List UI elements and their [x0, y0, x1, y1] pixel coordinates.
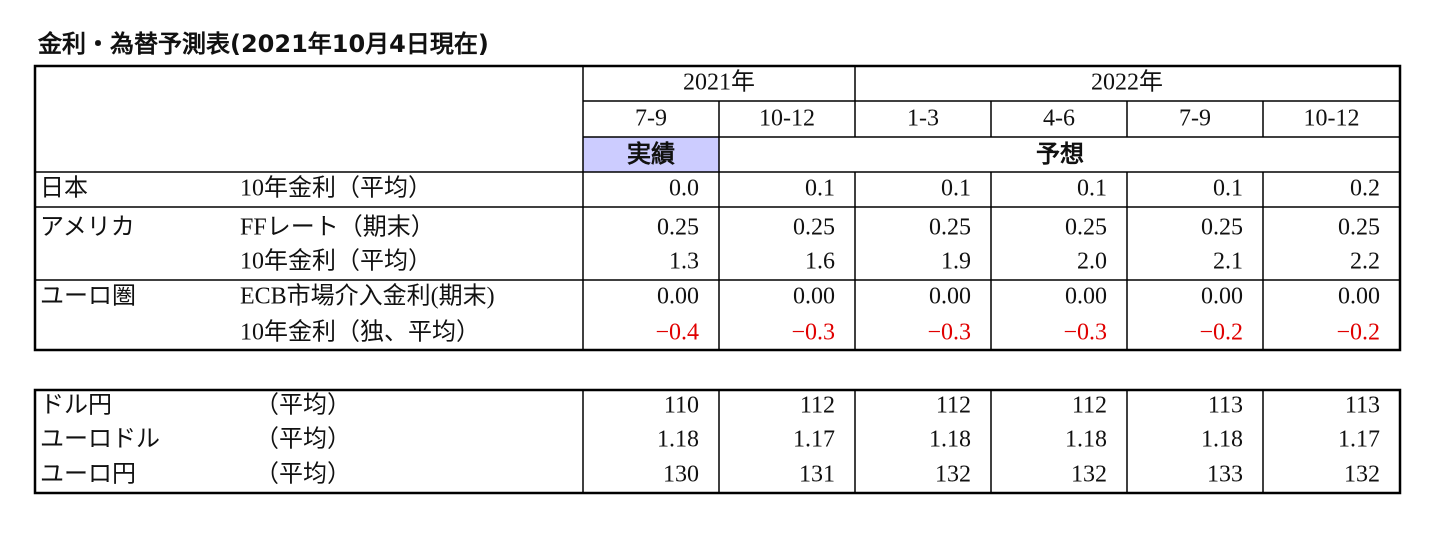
period: 10-12: [1304, 106, 1360, 132]
cell-value: 1.17: [793, 427, 835, 453]
cell-value: 2.2: [1350, 249, 1380, 275]
cell-value: 0.00: [1201, 284, 1243, 310]
cell-value: 1.18: [657, 427, 699, 453]
item: （平均）: [255, 461, 351, 488]
cell-value: 0.1: [805, 176, 835, 202]
cell-value: 0.25: [793, 215, 835, 241]
cell-value: 0.00: [657, 284, 699, 310]
cell-value: 1.3: [669, 249, 699, 275]
year: 2021年: [683, 69, 755, 96]
cell-value: 131: [799, 462, 835, 488]
cell-value: 0.25: [657, 215, 699, 241]
cell-value: 0.25: [1338, 215, 1380, 241]
cell-value: 132: [935, 462, 971, 488]
cell-value: 0.25: [1065, 215, 1107, 241]
item: 10年金利（独、平均）: [240, 319, 480, 346]
status: 予想: [1036, 140, 1084, 168]
cell-value: 0.2: [1350, 176, 1380, 202]
cell-value: 0.0: [669, 176, 699, 202]
cell-value: 132: [1344, 462, 1380, 488]
period: 7-9: [1179, 106, 1211, 132]
year: 2022年: [1091, 69, 1163, 96]
item: ECB市場介入金利(期末): [240, 283, 495, 310]
period: 10-12: [759, 106, 815, 132]
table1-frame: [33, 64, 1402, 352]
cell-value: −0.2: [1199, 320, 1243, 346]
table2-frame: [33, 388, 1402, 495]
cell-value: 0.00: [1065, 284, 1107, 310]
cell-value: 0.1: [1077, 176, 1107, 202]
item: 10年金利（平均）: [240, 248, 432, 275]
cell-value: 1.9: [941, 249, 971, 275]
item: （平均）: [255, 426, 351, 453]
period: 7-9: [635, 106, 667, 132]
cell-value: 2.0: [1077, 249, 1107, 275]
cell-value: −0.3: [1063, 320, 1107, 346]
region: ユーロ圏: [40, 284, 136, 310]
cell-value: −0.4: [655, 320, 699, 346]
cell-value: 1.6: [805, 249, 835, 275]
label: ドル円: [40, 393, 112, 419]
cell-value: 132: [1071, 462, 1107, 488]
cell-value: 112: [1072, 393, 1107, 419]
label: ユーロ円: [40, 462, 136, 488]
cell-value: 0.00: [1338, 284, 1380, 310]
cell-value: 110: [664, 393, 699, 419]
cell-value: 112: [936, 393, 971, 419]
title: 金利・為替予測表(2021年10月4日現在): [37, 30, 489, 58]
cell-value: 0.1: [941, 176, 971, 202]
cell-value: −0.3: [791, 320, 835, 346]
period: 4-6: [1043, 106, 1075, 132]
cell-value: 112: [800, 393, 835, 419]
item: （平均）: [255, 392, 351, 419]
actual-cell: [583, 137, 719, 172]
cell-value: 0.25: [1201, 215, 1243, 241]
cell-value: −0.2: [1336, 320, 1380, 346]
cell-value: 0.25: [929, 215, 971, 241]
item: FFレート（期末）: [240, 214, 435, 241]
item: 10年金利（平均）: [240, 175, 432, 202]
period: 1-3: [907, 106, 939, 132]
cell-value: 113: [1208, 393, 1243, 419]
region: アメリカ: [40, 215, 135, 241]
cell-value: 133: [1207, 462, 1243, 488]
cell-value: 1.18: [929, 427, 971, 453]
region: 日本: [40, 175, 88, 202]
label: ユーロドル: [40, 427, 160, 453]
cell-value: 0.00: [929, 284, 971, 310]
cell-value: 1.17: [1338, 427, 1380, 453]
cell-value: 0.1: [1213, 176, 1243, 202]
cell-value: 0.00: [793, 284, 835, 310]
cell-value: 130: [663, 462, 699, 488]
cell-value: 1.18: [1201, 427, 1243, 453]
cell-value: 113: [1345, 393, 1380, 419]
status: 実績: [627, 140, 675, 168]
cell-value: −0.3: [927, 320, 971, 346]
cell-value: 2.1: [1213, 249, 1243, 275]
cell-value: 1.18: [1065, 427, 1107, 453]
